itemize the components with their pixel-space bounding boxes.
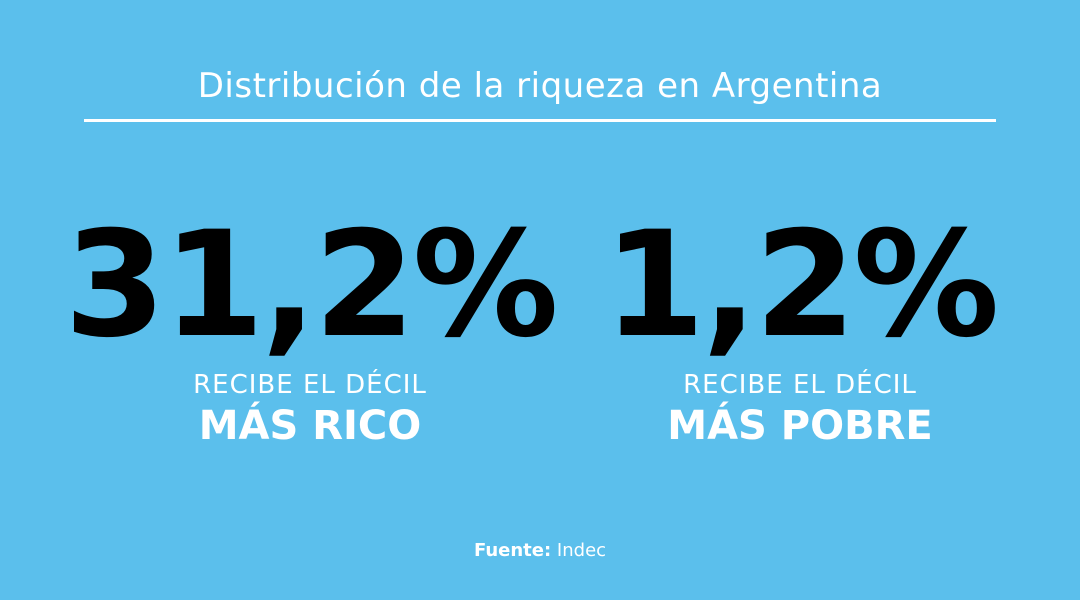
stat-label-richest: MÁS RICO <box>198 403 422 449</box>
source-note: Fuente: Indec <box>0 540 1080 561</box>
source-value: Indec <box>556 540 607 561</box>
stat-label-poorest: MÁS POBRE <box>667 403 933 449</box>
stat-poorest-decile: 1,2% RECIBE EL DÉCIL MÁS POBRE <box>560 205 1040 449</box>
source-label: Fuente: <box>473 540 552 561</box>
stat-subtitle-richest: RECIBE EL DÉCIL <box>193 370 427 400</box>
title-divider <box>84 119 996 122</box>
stat-richest-decile: 31,2% RECIBE EL DÉCIL MÁS RICO <box>60 205 560 449</box>
stat-value-poorest: 1,2% <box>603 200 1000 370</box>
infographic-title: Distribución de la riqueza en Argentina <box>197 66 883 106</box>
stat-subtitle-poorest: RECIBE EL DÉCIL <box>683 370 917 400</box>
stat-value-richest: 31,2% <box>64 200 559 370</box>
